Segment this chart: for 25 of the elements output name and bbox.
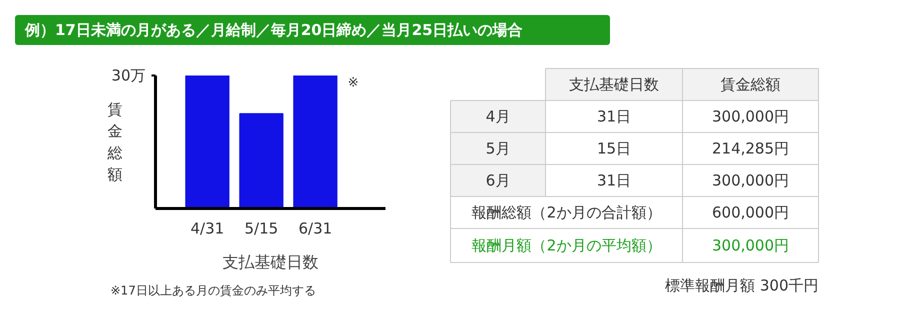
category-label: 支払基礎日数 <box>569 76 659 94</box>
category-label: 5月 <box>486 140 510 158</box>
text: 31日 <box>596 172 632 190</box>
x-tick-label: 4/31 <box>190 220 224 238</box>
category-label: 6月 <box>486 172 510 190</box>
y-axis-title: 賃金総額 <box>106 100 122 184</box>
text: 300,000円 <box>712 172 790 190</box>
chart-title: 例）17日未満の月がある／月給制／毎月20日締め／当月25日払いの場合 <box>25 20 523 41</box>
category-label: 賃金総額 <box>720 76 780 94</box>
x-tick-label: 6/31 <box>298 220 332 238</box>
text: 600,000円 <box>712 204 790 222</box>
y-tick-label: 30万 <box>111 66 146 84</box>
text: 300,000円 <box>712 236 790 254</box>
category-label: 報酬総額（2か月の合計額） <box>472 204 662 222</box>
text: 300,000円 <box>712 108 790 126</box>
text: ※17日以上ある月の賃金のみ平均する <box>110 284 316 298</box>
text: 214,285円 <box>712 140 790 158</box>
x-tick-label: 5/15 <box>244 220 278 238</box>
category-label: 報酬月額（2か月の平均額） <box>472 236 662 254</box>
category-label: 4月 <box>486 108 510 126</box>
text: 標準報酬月額 300千円 <box>665 276 819 294</box>
x-axis-title: 支払基礎日数 <box>222 252 318 272</box>
text: 15日 <box>596 140 632 158</box>
text: 31日 <box>596 108 632 126</box>
annotation: ※ <box>348 76 359 90</box>
